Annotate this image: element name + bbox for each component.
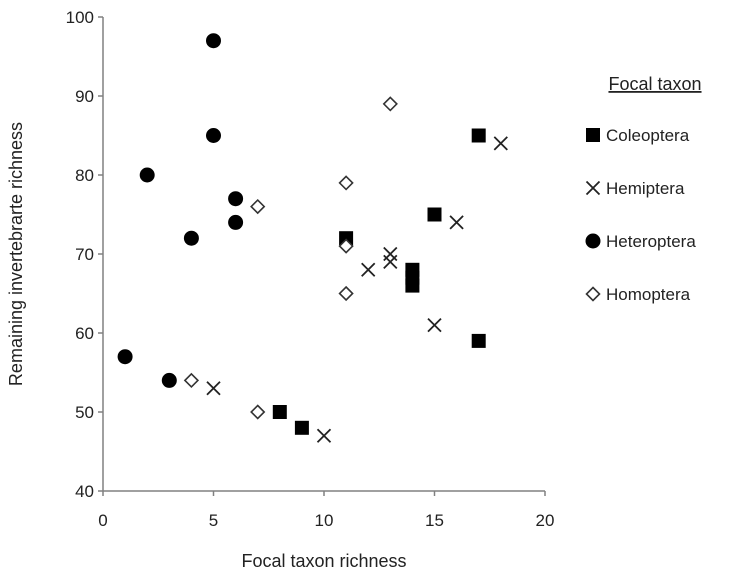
legend-marker-heteroptera [585, 233, 601, 249]
x-tick-label: 5 [209, 511, 218, 530]
data-point-homoptera [250, 198, 266, 215]
y-tick-label: 80 [75, 166, 94, 185]
data-point-coleoptera [272, 405, 287, 419]
legend-marker-homoptera [585, 286, 601, 302]
data-point-homoptera [250, 404, 266, 420]
y-tick-label: 40 [75, 482, 94, 501]
data-point-hemiptera [383, 254, 398, 270]
data-point-hemiptera [361, 262, 376, 277]
legend-item-coleoptera: Coleoptera [586, 126, 690, 145]
x-tick-label: 10 [315, 511, 334, 530]
data-point-hemiptera [206, 381, 221, 396]
data-point-coleoptera [294, 420, 309, 435]
data-point-coleoptera [471, 333, 486, 348]
data-point-coleoptera [471, 128, 486, 143]
legend-marker-coleoptera [586, 128, 600, 142]
legend: Focal taxon Coleoptera Hemiptera Heteropte… [585, 74, 702, 304]
x-axis-label: Focal taxon richness [241, 551, 406, 571]
data-point-heteroptera [117, 349, 133, 365]
data-point-homoptera [338, 285, 354, 302]
data-point-coleoptera [405, 278, 420, 293]
data-point-heteroptera [228, 214, 244, 230]
legend-marker-hemiptera [585, 180, 601, 196]
data-point-homoptera [338, 175, 354, 191]
plot-area: 40 50 60 70 80 90 100 0 5 10 15 20 [66, 8, 555, 530]
data-marks [117, 33, 508, 443]
y-tick-label: 50 [75, 403, 94, 422]
data-point-homoptera [183, 372, 200, 389]
y-tick-label: 100 [66, 8, 94, 27]
x-tick-label: 15 [425, 511, 444, 530]
x-tick-label: 0 [98, 511, 107, 530]
data-point-heteroptera [206, 128, 221, 143]
legend-label-homoptera: Homoptera [606, 285, 691, 304]
ticks: 40 50 60 70 80 90 100 0 5 10 15 20 [66, 8, 555, 530]
legend-item-hemiptera: Hemiptera [585, 179, 685, 198]
y-tick-label: 90 [75, 87, 94, 106]
data-point-hemiptera [316, 428, 332, 443]
data-point-heteroptera [228, 191, 244, 207]
data-point-coleoptera [339, 231, 354, 246]
legend-label-heteroptera: Heteroptera [606, 232, 696, 251]
data-point-hemiptera [449, 215, 464, 230]
x-tick-label: 20 [536, 511, 555, 530]
data-point-heteroptera [139, 167, 155, 183]
data-point-hemiptera [427, 317, 442, 333]
data-point-heteroptera [183, 230, 199, 246]
y-tick-label: 70 [75, 245, 94, 264]
data-point-hemiptera [493, 136, 508, 151]
legend-items: Coleoptera Hemiptera Heteroptera Homoptera [585, 126, 696, 304]
data-point-coleoptera [427, 207, 442, 222]
legend-label-hemiptera: Hemiptera [606, 179, 685, 198]
legend-label-coleoptera: Coleoptera [606, 126, 690, 145]
legend-title: Focal taxon [608, 74, 701, 94]
legend-item-homoptera: Homoptera [585, 285, 691, 304]
legend-item-heteroptera: Heteroptera [585, 232, 696, 251]
data-point-homoptera [338, 238, 354, 254]
y-tick-label: 60 [75, 324, 94, 343]
data-point-heteroptera [206, 33, 221, 49]
y-axis-label: Remaining invertebrarte richness [6, 122, 26, 386]
data-point-heteroptera [161, 372, 177, 388]
data-point-homoptera [382, 96, 398, 112]
